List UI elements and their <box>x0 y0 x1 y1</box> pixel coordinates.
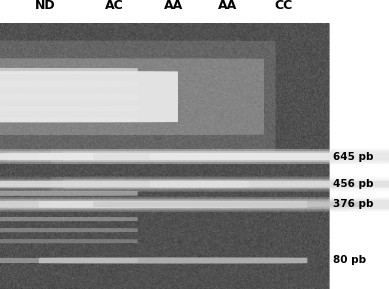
Text: 645 pb: 645 pb <box>333 151 373 162</box>
FancyBboxPatch shape <box>0 117 138 122</box>
FancyBboxPatch shape <box>0 151 389 162</box>
FancyBboxPatch shape <box>63 151 389 162</box>
FancyBboxPatch shape <box>63 179 389 189</box>
FancyBboxPatch shape <box>0 58 264 135</box>
FancyBboxPatch shape <box>0 153 249 160</box>
FancyBboxPatch shape <box>0 228 138 232</box>
FancyBboxPatch shape <box>39 201 307 208</box>
FancyBboxPatch shape <box>0 217 138 221</box>
FancyBboxPatch shape <box>51 177 389 192</box>
FancyBboxPatch shape <box>0 40 275 153</box>
FancyBboxPatch shape <box>0 179 335 189</box>
Text: 80 pb: 80 pb <box>333 255 366 266</box>
FancyBboxPatch shape <box>0 154 138 159</box>
FancyBboxPatch shape <box>0 199 389 210</box>
FancyBboxPatch shape <box>0 149 389 164</box>
FancyBboxPatch shape <box>51 149 389 164</box>
FancyBboxPatch shape <box>0 81 138 87</box>
FancyBboxPatch shape <box>0 258 138 263</box>
Text: 456 pb: 456 pb <box>333 179 373 189</box>
FancyBboxPatch shape <box>0 201 249 208</box>
FancyBboxPatch shape <box>0 197 348 212</box>
Text: AA: AA <box>163 0 183 12</box>
Text: AC: AC <box>105 0 124 12</box>
FancyBboxPatch shape <box>0 199 335 210</box>
FancyBboxPatch shape <box>93 153 362 160</box>
Text: AA: AA <box>218 0 237 12</box>
FancyBboxPatch shape <box>0 71 178 122</box>
FancyBboxPatch shape <box>0 239 138 243</box>
FancyBboxPatch shape <box>39 153 307 160</box>
Text: 376 pb: 376 pb <box>333 199 373 209</box>
Text: ND: ND <box>34 0 55 12</box>
FancyBboxPatch shape <box>93 201 362 208</box>
FancyBboxPatch shape <box>7 151 389 162</box>
FancyBboxPatch shape <box>0 149 389 164</box>
FancyBboxPatch shape <box>7 200 389 209</box>
FancyBboxPatch shape <box>0 177 348 192</box>
FancyBboxPatch shape <box>39 257 307 264</box>
FancyBboxPatch shape <box>0 68 138 74</box>
FancyBboxPatch shape <box>0 106 138 111</box>
FancyBboxPatch shape <box>0 149 348 164</box>
FancyBboxPatch shape <box>150 153 389 160</box>
FancyBboxPatch shape <box>0 191 138 196</box>
FancyBboxPatch shape <box>150 181 389 188</box>
FancyBboxPatch shape <box>0 205 138 209</box>
FancyBboxPatch shape <box>0 151 335 162</box>
Text: CC: CC <box>275 0 293 12</box>
FancyBboxPatch shape <box>0 181 249 188</box>
FancyBboxPatch shape <box>0 198 389 211</box>
FancyBboxPatch shape <box>0 94 138 100</box>
Bar <box>0 23 329 289</box>
FancyBboxPatch shape <box>0 197 389 212</box>
